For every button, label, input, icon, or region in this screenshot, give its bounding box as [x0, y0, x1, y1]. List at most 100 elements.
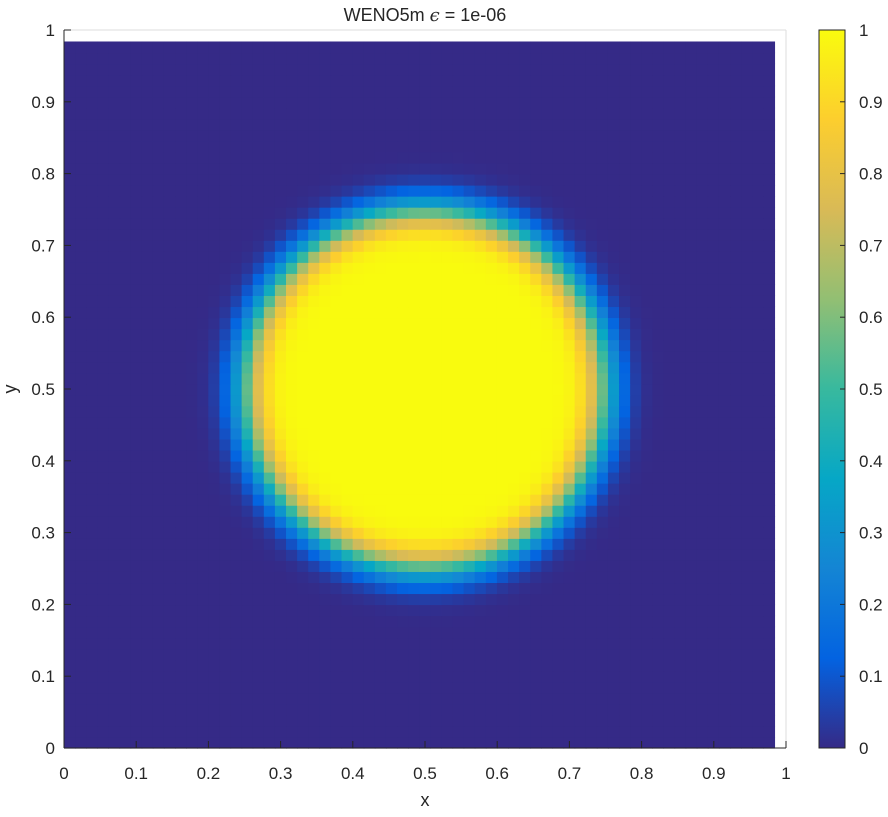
heatmap-cell [630, 317, 642, 330]
heatmap-cell [596, 714, 609, 727]
heatmap-cell [419, 328, 431, 341]
heatmap-cell [741, 107, 753, 120]
heatmap-cell [741, 637, 753, 650]
heatmap-cell [641, 118, 653, 131]
heatmap-cell [397, 449, 409, 462]
heatmap-cell [707, 692, 720, 705]
heatmap-cell [574, 692, 587, 705]
heatmap-cell [430, 306, 443, 319]
heatmap-cell [108, 736, 121, 749]
heatmap-cell [519, 394, 531, 407]
heatmap-cell [86, 328, 98, 341]
heatmap-cell [75, 615, 87, 628]
heatmap-cell [363, 185, 376, 197]
heatmap-cell [652, 52, 665, 65]
heatmap-cell [707, 527, 720, 539]
heatmap-cell [141, 162, 154, 175]
heatmap-cell [552, 328, 565, 341]
heatmap-cell [452, 383, 465, 396]
heatmap-cell [308, 218, 320, 230]
heatmap-cell [230, 692, 243, 705]
heatmap-cell [297, 251, 309, 263]
heatmap-cell [263, 273, 276, 285]
heatmap-cell [630, 416, 642, 429]
heatmap-cell [241, 262, 254, 274]
heatmap-cell [319, 681, 332, 694]
heatmap-cell [718, 350, 731, 363]
heatmap-cell [741, 273, 753, 285]
heatmap-cell [319, 196, 332, 208]
heatmap-cell [186, 692, 198, 705]
heatmap-cell [330, 549, 343, 561]
heatmap-cell [263, 74, 276, 87]
heatmap-cell [596, 416, 609, 429]
heatmap-cell [530, 516, 542, 528]
heatmap-cell [519, 273, 531, 285]
heatmap-cell [297, 74, 309, 87]
heatmap-cell [552, 527, 565, 539]
heatmap-cell [574, 372, 587, 385]
heatmap-cell [64, 703, 76, 716]
heatmap-cell [297, 505, 309, 517]
heatmap-cell [208, 74, 221, 87]
heatmap-cell [552, 140, 565, 153]
heatmap-cell [108, 273, 121, 285]
heatmap-cell [463, 560, 476, 572]
heatmap-cell [474, 140, 487, 153]
heatmap-cell [152, 129, 165, 142]
heatmap-cell [663, 527, 676, 539]
heatmap-cell [274, 151, 287, 164]
heatmap-cell [519, 41, 531, 54]
heatmap-cell [707, 262, 720, 274]
heatmap-cell [741, 173, 753, 186]
heatmap-cell [374, 593, 387, 606]
heatmap-cell [619, 516, 631, 528]
heatmap-cell [607, 85, 620, 98]
heatmap-cell [241, 339, 254, 352]
heatmap-cell [641, 218, 653, 230]
heatmap-cell [274, 449, 287, 462]
heatmap-cell [75, 140, 87, 153]
heatmap-cell [330, 615, 343, 628]
heatmap-cell [485, 460, 498, 473]
heatmap-cell [119, 107, 132, 120]
heatmap-cell [541, 725, 554, 738]
heatmap-cell [641, 41, 653, 54]
heatmap-cell [707, 52, 720, 65]
heatmap-cell [763, 593, 776, 606]
heatmap-cell [574, 538, 587, 550]
heatmap-cell [108, 229, 121, 241]
heatmap-cell [119, 85, 132, 98]
heatmap-cell [152, 251, 165, 263]
heatmap-cell [474, 593, 487, 606]
heatmap-cell [286, 681, 298, 694]
heatmap-cell [119, 472, 132, 484]
heatmap-cell [286, 405, 298, 418]
heatmap-cell [75, 196, 87, 208]
heatmap-cell [685, 328, 698, 341]
heatmap-cell [319, 736, 332, 749]
heatmap-cell [163, 41, 176, 54]
heatmap-cell [263, 284, 276, 296]
heatmap-cell [463, 405, 476, 418]
heatmap-cell [97, 527, 109, 539]
heatmap-cell [374, 659, 387, 672]
heatmap-cell [763, 571, 776, 584]
heatmap-cell [408, 96, 420, 109]
heatmap-cell [652, 185, 665, 197]
heatmap-cell [408, 118, 420, 131]
heatmap-cell [685, 96, 698, 109]
heatmap-cell [519, 571, 531, 584]
heatmap-cell [141, 648, 154, 661]
heatmap-cell [152, 151, 165, 164]
heatmap-cell [741, 339, 753, 352]
heatmap-cell [607, 185, 620, 197]
heatmap-cell [552, 207, 565, 219]
heatmap-cell [97, 85, 109, 98]
heatmap-cell [474, 207, 487, 219]
heatmap-cell [397, 173, 409, 186]
y-tick-label: 1 [46, 21, 55, 40]
heatmap-cell [696, 118, 709, 131]
heatmap-cell [341, 85, 354, 98]
heatmap-cell [64, 162, 76, 175]
